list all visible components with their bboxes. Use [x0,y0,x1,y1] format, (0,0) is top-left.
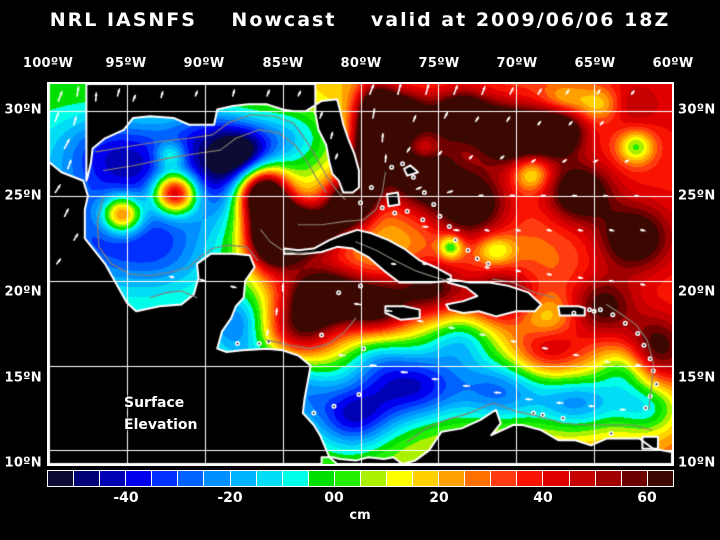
x-axis-tick: 100ºW [22,56,74,71]
colorbar-tick: -40 [113,490,139,506]
colorbar-swatch [230,471,257,486]
y-axis-tick: 20ºN [678,284,716,300]
colorbar-swatch [413,471,440,486]
colorbar-swatch [491,471,518,486]
colorbar-tick: 60 [637,490,657,506]
colorbar-swatch [100,471,127,486]
colorbar-swatch [439,471,466,486]
colorbar-swatch [334,471,361,486]
colorbar-swatch [387,471,414,486]
colorbar-swatch [48,471,75,486]
x-axis-tick: 75ºW [418,56,460,71]
colorbar-swatch [595,471,622,486]
y-axis-tick: 30ºN [678,102,716,118]
x-axis-tick: 90ºW [183,56,225,71]
x-axis-tick: 95ºW [105,56,147,71]
y-axis-tick: 10ºN [4,455,42,471]
colorbar-swatch [178,471,205,486]
colorbar-swatch [543,471,570,486]
colorbar-swatch [465,471,492,486]
field-annotation: Surface Elevation [124,392,198,436]
colorbar-tick: 40 [533,490,553,506]
x-axis-tick: 60ºW [652,56,694,71]
colorbar-swatch [308,471,335,486]
y-axis-tick: 10ºN [678,455,716,471]
colorbar-swatch [517,471,544,486]
colorbar-unit-label: cm [349,508,371,523]
colorbar-swatch [621,471,648,486]
y-axis-tick: 15ºN [4,370,42,386]
colorbar-swatch [204,471,231,486]
y-axis-tick: 25ºN [4,188,42,204]
colorbar-swatch [74,471,101,486]
y-axis-tick: 20ºN [4,284,42,300]
colorbar-tick: -20 [217,490,243,506]
field-annotation-line1: Surface [124,395,185,411]
x-axis-tick: 65ºW [574,56,616,71]
colorbar-swatch [282,471,309,486]
colorbar-tick: 20 [429,490,449,506]
colorbar-swatch [360,471,388,486]
page-title: NRL IASNFS Nowcast valid at 2009/06/06 1… [49,9,671,31]
colorbar-swatch [569,471,596,486]
y-axis-tick: 15ºN [678,370,716,386]
y-axis-tick: 25ºN [678,188,716,204]
colorbar-swatch [152,471,179,486]
colorbar-swatch [126,471,153,486]
map-plot-area [47,82,674,466]
field-annotation-line2: Elevation [124,417,198,433]
colorbar-swatch [647,471,673,486]
colorbar-swatch [256,471,283,486]
colorbar-tick: 00 [324,490,344,506]
x-axis-tick: 85ºW [262,56,304,71]
x-axis-tick: 80ºW [340,56,382,71]
colorbar [47,470,674,487]
surface-elevation-field [49,84,672,464]
x-axis-tick: 70ºW [496,56,538,71]
y-axis-tick: 30ºN [4,102,42,118]
